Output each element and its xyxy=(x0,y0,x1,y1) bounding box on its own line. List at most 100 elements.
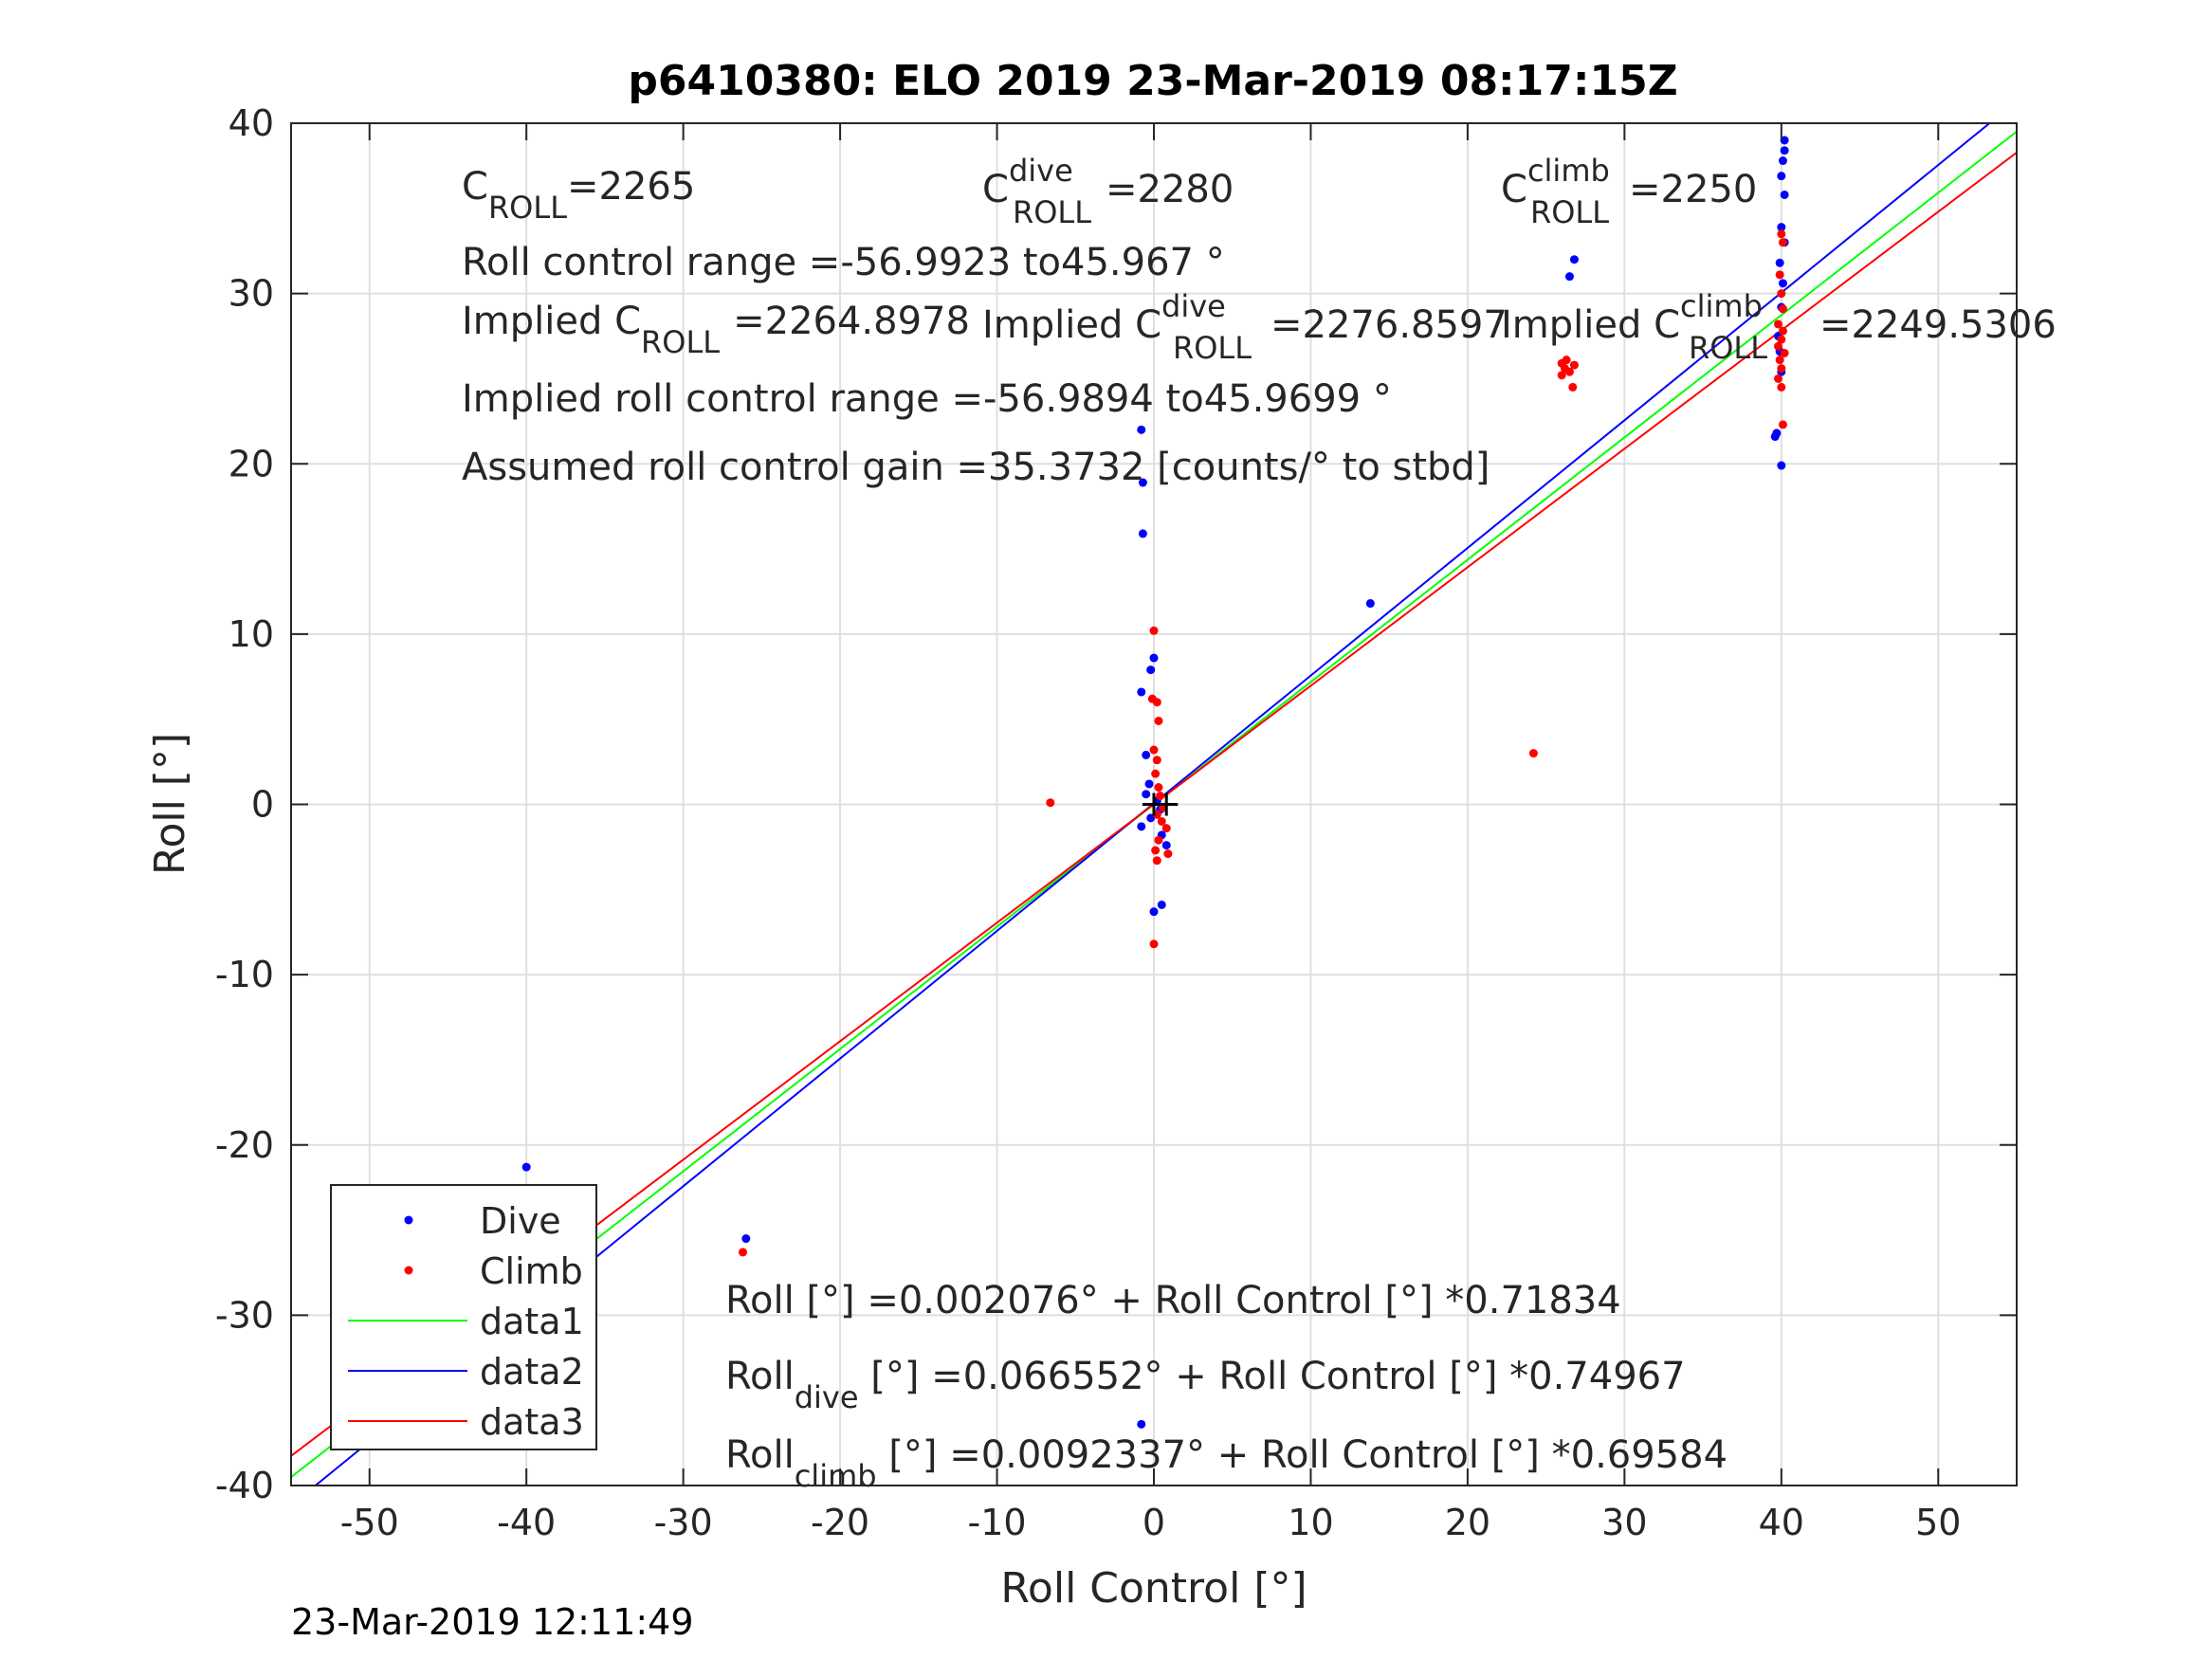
legend-entry-data1: data1 xyxy=(348,1301,584,1342)
y-tick-label: 10 xyxy=(229,613,274,655)
center-plus-marker xyxy=(1155,793,1179,816)
climb-point xyxy=(1152,856,1161,866)
y-tick-label: -40 xyxy=(215,1465,274,1506)
dive-point xyxy=(1146,665,1156,675)
y-tick-label: -10 xyxy=(215,954,274,995)
x-tick-label: 40 xyxy=(1759,1502,1804,1543)
dive-point xyxy=(1569,255,1579,264)
y-tick-label: 40 xyxy=(229,102,274,144)
x-tick-label: 20 xyxy=(1445,1502,1490,1543)
x-tick-label: 0 xyxy=(1143,1502,1165,1543)
dive-point xyxy=(1780,146,1789,155)
y-tick-label: 20 xyxy=(229,443,274,484)
dive-point xyxy=(1137,822,1146,831)
dive-point xyxy=(1142,750,1151,759)
dive-point xyxy=(1144,779,1154,789)
center-marker xyxy=(1143,793,1179,816)
timestamp: 23-Mar-2019 12:11:49 xyxy=(291,1601,694,1643)
climb-point xyxy=(1778,326,1787,336)
annotation-assumed-gain: Assumed roll control gain =35.3732 [coun… xyxy=(462,446,1490,489)
x-tick-label: -20 xyxy=(811,1502,869,1543)
dive-point xyxy=(1149,907,1159,917)
x-tick-label: 30 xyxy=(1601,1502,1647,1543)
x-tick-label: 50 xyxy=(1915,1502,1961,1543)
dive-point xyxy=(1770,432,1780,442)
climb-point xyxy=(1149,939,1159,949)
dive-point xyxy=(1137,1419,1146,1429)
annotation-roll-control-range: Roll control range =-56.9923 to45.967 ° xyxy=(462,241,1225,284)
dive-point xyxy=(1138,478,1147,487)
climb-point xyxy=(1774,374,1783,383)
dive-point xyxy=(1137,687,1146,697)
legend: Dive Climb data1 data2 data3 xyxy=(330,1184,597,1450)
climb-point xyxy=(1557,371,1566,380)
legend-label: Dive xyxy=(480,1200,561,1242)
x-axis-ticks: -50 -40 -30 -20 -10 0 10 20 30 40 50 xyxy=(340,123,1961,1543)
climb-point xyxy=(1156,792,1165,801)
climb-point xyxy=(1775,270,1784,280)
climb-point xyxy=(1774,341,1783,351)
climb-point xyxy=(1151,846,1161,855)
climb-point xyxy=(1777,382,1786,392)
climb-point xyxy=(1569,360,1579,370)
climb-point xyxy=(1777,335,1786,344)
x-tick-label: 10 xyxy=(1288,1502,1333,1543)
annotation-c-roll-climb: Cclimb ROLL=2250 xyxy=(1501,153,1757,230)
annotation-implied-c-roll-climb: Implied Cclimb ROLL=2249.5306 xyxy=(1501,288,2057,366)
legend-entry-climb: Climb xyxy=(404,1250,583,1292)
x-tick-label: -40 xyxy=(497,1502,556,1543)
annotation-fit-dive: Rolldive [°] =0.066552° + Roll Control [… xyxy=(725,1355,1686,1415)
climb-point xyxy=(1154,783,1163,793)
dive-point xyxy=(1365,599,1375,609)
legend-label: data2 xyxy=(480,1351,584,1393)
climb-point xyxy=(1157,816,1166,826)
annotation-fit-all: Roll [°] =0.002076° + Roll Control [°] *… xyxy=(725,1279,1621,1322)
annotations: CROLL=2265 Cdive ROLL=2280 Cclimb ROLL=225… xyxy=(462,153,2057,1494)
annotation-implied-roll-control-range: Implied roll control range =-56.9894 to4… xyxy=(462,377,1392,421)
dive-point xyxy=(1777,461,1786,470)
dive-point xyxy=(1780,136,1789,145)
climb-point xyxy=(1562,356,1571,365)
y-axis-ticks: -40 -30 -20 -10 0 10 20 30 40 xyxy=(215,102,2017,1506)
climb-point xyxy=(739,1248,748,1257)
legend-box xyxy=(330,1184,597,1450)
dive-point xyxy=(1146,813,1156,823)
legend-marker xyxy=(404,1266,413,1275)
climb-point xyxy=(1152,756,1161,765)
dive-point xyxy=(1780,190,1789,199)
climb-point xyxy=(1161,824,1171,833)
climb-point xyxy=(1163,849,1173,859)
y-tick-label: -30 xyxy=(215,1294,274,1336)
climb-point xyxy=(1777,229,1786,239)
climb-point xyxy=(1046,798,1055,808)
climb-point xyxy=(1778,304,1787,314)
dive-point xyxy=(1778,279,1787,288)
annotation-c-roll: CROLL=2265 xyxy=(462,165,695,226)
x-tick-label: -30 xyxy=(654,1502,713,1543)
climb-point xyxy=(1528,749,1538,758)
legend-entry-data3: data3 xyxy=(348,1401,584,1443)
dive-point xyxy=(1778,156,1787,166)
dive-point xyxy=(1564,272,1574,282)
legend-entry-data2: data2 xyxy=(348,1351,584,1393)
dive-point xyxy=(1775,258,1784,267)
legend-entries: Dive Climb data1 data2 data3 xyxy=(348,1200,584,1443)
y-tick-label: -20 xyxy=(215,1124,274,1166)
annotation-implied-c-roll: Implied CROLL =2264.8978 xyxy=(462,300,970,360)
climb-point xyxy=(1152,698,1161,707)
climb-point xyxy=(1149,745,1159,755)
x-tick-label: -10 xyxy=(968,1502,1027,1543)
dive-point xyxy=(1777,172,1786,181)
annotation-implied-c-roll-dive: Implied Cdive ROLL=2276.8597 xyxy=(982,288,1508,366)
annotation-fit-climb: Rollclimb [°] =0.0092337° + Roll Control… xyxy=(725,1433,1728,1494)
dive-point xyxy=(741,1234,751,1244)
y-axis-label: Roll [°] xyxy=(146,733,194,875)
dive-point xyxy=(1138,529,1147,538)
y-tick-label: 0 xyxy=(251,784,274,826)
climb-point xyxy=(1564,367,1574,376)
dive-point xyxy=(1777,223,1786,232)
climb-point xyxy=(1151,769,1161,778)
climb-point xyxy=(1778,420,1787,429)
dive-point xyxy=(1137,425,1146,434)
